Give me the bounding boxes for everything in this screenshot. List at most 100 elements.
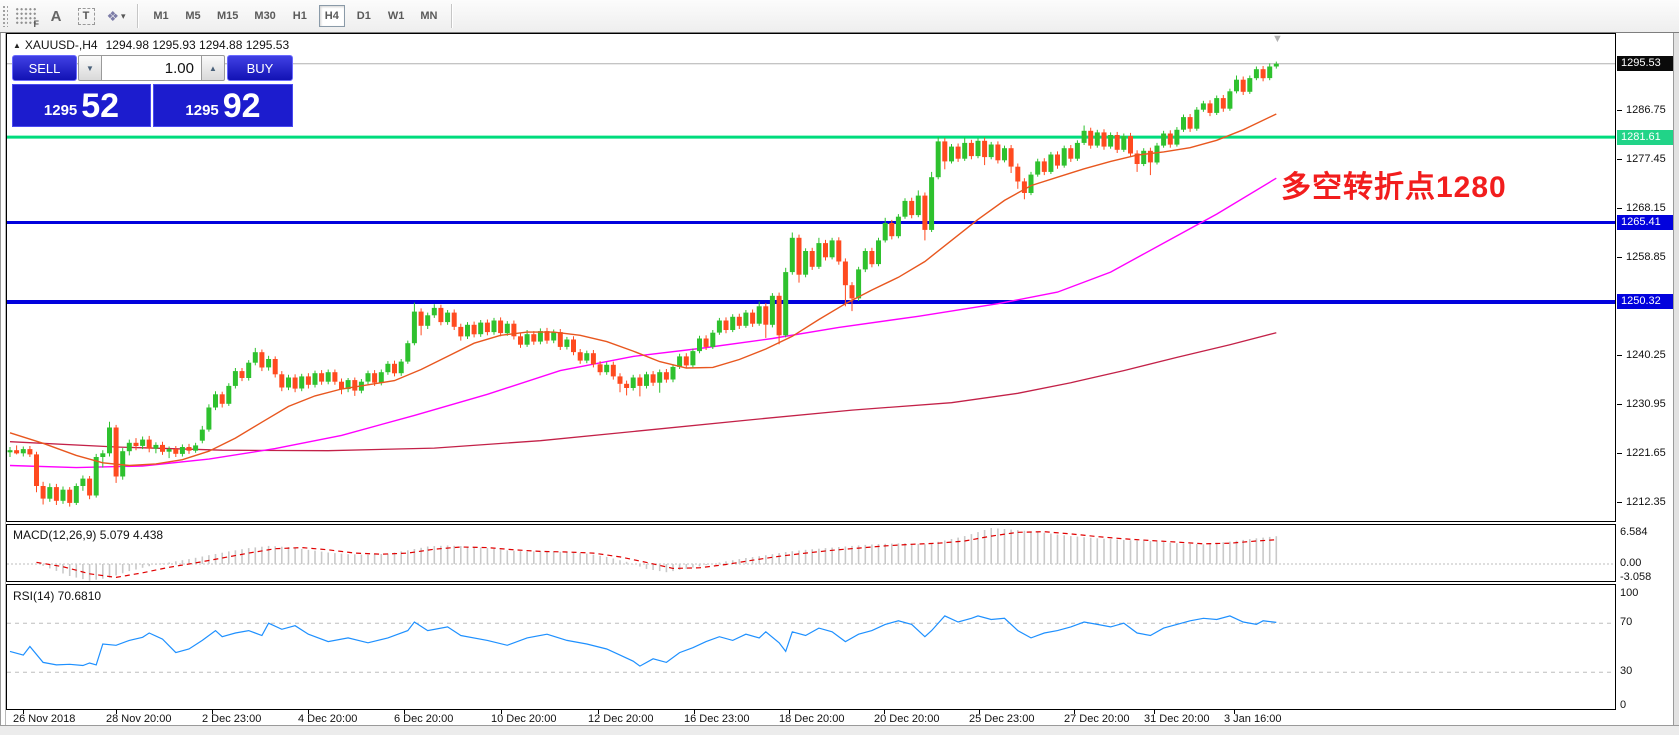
price-tick [1617,355,1622,356]
ohlc-values: 1294.98 1295.93 1294.88 1295.53 [105,38,290,52]
cycle-tool-icon[interactable]: ❖ ▾ [103,4,129,28]
buy-price-small: 1295 [185,102,219,119]
time-tick [598,710,599,714]
time-tick-label: 31 Dec 20:00 [1144,713,1210,725]
time-tick [404,710,405,714]
window-left-inner-border [5,33,6,725]
price-tick [1617,502,1622,503]
price-tick [1617,404,1622,405]
price-badge-blue-level: 1265.41 [1617,215,1673,230]
price-tick-label: 1258.85 [1626,251,1666,263]
buy-price-big: 92 [222,87,261,125]
time-tick-label: 4 Dec 20:00 [298,713,358,725]
macd-scale-label: 0.00 [1620,557,1642,569]
price-badge-green-level: 1281.61 [1617,130,1673,145]
price-tick-label: 1277.45 [1626,153,1666,165]
label-tool-icon[interactable]: A [50,7,62,25]
time-tick [1074,710,1075,714]
time-tick-label: 2 Dec 23:00 [202,713,262,725]
macd-scale-label: 6.584 [1620,526,1648,538]
volume-decrease-button[interactable]: ▼ [78,55,102,81]
volume-input[interactable] [102,55,201,81]
buy-price-display[interactable]: 1295 92 [153,84,293,127]
rsi-scale-label: 70 [1620,616,1633,628]
rsi-scale-label: 100 [1620,587,1639,599]
time-tick-label: 10 Dec 20:00 [491,713,557,725]
sell-price-big: 52 [81,87,120,125]
sell-price-small: 1295 [43,102,78,119]
symbol-marker-icon: ▲ [13,41,21,50]
price-tick-label: 1221.65 [1626,447,1666,459]
annotation-text: 多空转折点1280 [1281,171,1507,204]
macd-label: MACD(12,26,9) 5.079 4.438 [13,528,164,542]
macd-chart[interactable] [7,525,1615,581]
price-tick [1617,453,1622,454]
timeframe-group: M1 M5 M15 M30 H1 H4 D1 W1 MN [145,5,445,27]
time-tick-label: 28 Nov 20:00 [106,713,172,725]
time-tick [694,710,695,714]
price-tick-label: 1212.35 [1626,496,1666,508]
time-tick [884,710,885,714]
price-tick [1617,159,1622,160]
time-tick [789,710,790,714]
macd-scale-label: -3.058 [1620,571,1652,583]
price-tick-label: 1268.15 [1626,202,1666,214]
price-scale[interactable]: 1286.75 1277.45 1268.15 1258.85 1240.25 … [1617,33,1673,711]
time-tick [1154,710,1155,714]
rsi-scale-label: 30 [1620,665,1633,677]
buy-button[interactable]: BUY [227,55,293,81]
price-badge-current-price: 1295.53 [1617,56,1673,71]
rsi-label: RSI(14) 70.6810 [13,589,102,603]
price-tick-label: 1286.75 [1626,104,1666,116]
timeframe-button-m1[interactable]: M1 [153,10,169,22]
price-tick-label: 1240.25 [1626,349,1666,361]
chart-toolbar: F A T ❖ ▾ M1 M5 M15 M30 H1 H4 D1 W1 MN [0,0,1679,33]
timeframe-button-m5[interactable]: M5 [185,10,201,22]
sell-button[interactable]: SELL [12,55,77,81]
time-axis[interactable]: 26 Nov 2018 28 Nov 20:00 2 Dec 23:00 4 D… [6,710,1617,726]
timeframe-button-d1[interactable]: D1 [356,10,371,22]
price-tick [1617,208,1622,209]
time-tick-label: 25 Dec 23:00 [969,713,1035,725]
chevron-down-icon: ▾ [121,10,126,21]
window-bottom-strip [0,725,1679,735]
timeframe-button-m30[interactable]: M30 [254,10,276,22]
time-tick-label: 26 Nov 2018 [13,713,76,725]
toolbar-gripper[interactable] [2,5,8,27]
window-left-border [0,33,1,725]
text-tool-icon[interactable]: T [73,4,99,28]
volume-increase-button[interactable]: ▲ [201,55,225,81]
time-tick-label: 27 Dec 20:00 [1064,713,1130,725]
macd-panel[interactable] [6,524,1616,582]
timeframe-button-h4[interactable]: H4 [318,5,345,27]
chart-shift-marker-icon[interactable]: ▼ [1272,33,1283,45]
time-tick [979,710,980,714]
time-tick-label: 20 Dec 20:00 [874,713,940,725]
time-tick-label: 3 Jan 16:00 [1224,713,1282,725]
timeframe-button-mn[interactable]: MN [420,10,438,22]
symbol-name: XAUUSD-,H4 [24,38,98,52]
time-tick [1234,710,1235,714]
cycle-icon: ❖ [106,7,120,24]
time-tick [501,710,502,714]
timeframe-button-w1[interactable]: W1 [387,10,405,22]
chart-title: ▲ XAUUSD-,H4 1294.98 1295.93 1294.88 1295.… [13,38,289,52]
timeframe-button-h1[interactable]: H1 [292,10,307,22]
price-tick [1617,257,1622,258]
time-tick [23,710,24,714]
window-right-strip [1673,33,1679,725]
indicator-grid-icon[interactable]: F [13,4,39,29]
candlestick-chart[interactable] [7,34,1615,521]
price-tick [1617,110,1622,111]
time-tick-label: 6 Dec 20:00 [394,713,454,725]
rsi-scale-label: 0 [1620,699,1627,711]
rsi-chart[interactable] [7,585,1615,709]
toolbar-separator [137,4,139,28]
price-tick-label: 1230.95 [1626,398,1666,410]
timeframe-button-m15[interactable]: M15 [217,10,239,22]
time-tick-label: 12 Dec 20:00 [588,713,654,725]
rsi-panel[interactable] [6,584,1616,710]
time-tick [116,710,117,714]
toolbar-separator-2 [451,4,454,28]
sell-price-display[interactable]: 1295 52 [12,84,151,127]
